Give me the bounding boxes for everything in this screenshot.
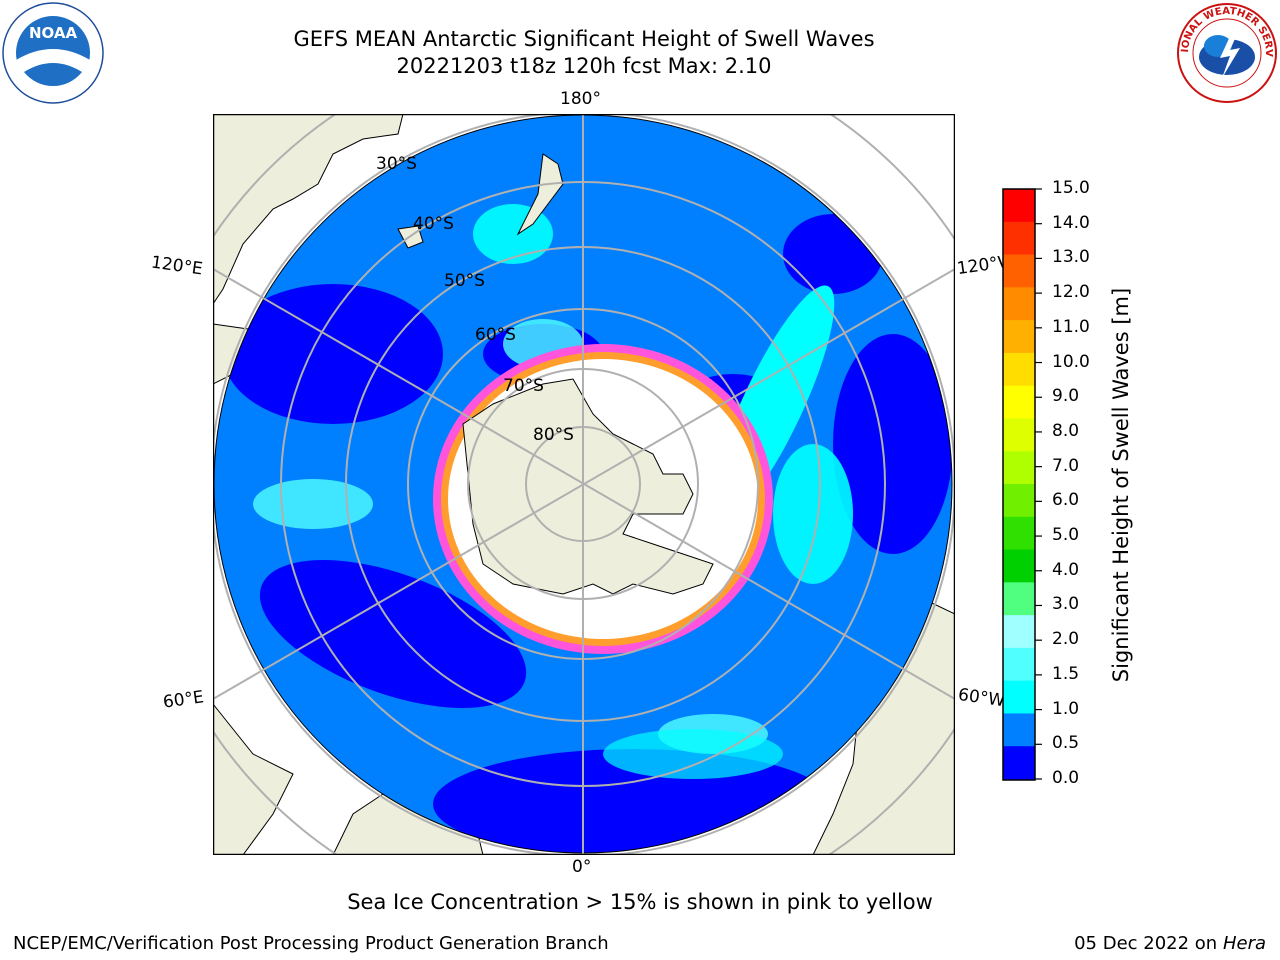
colorbar-tick-label: 3.0 (1052, 594, 1080, 615)
colorbar-swatch (1003, 418, 1035, 452)
colorbar-swatch (1003, 713, 1035, 747)
lon-label-top: 180° (560, 89, 601, 109)
colorbar-swatch (1003, 221, 1035, 256)
lon-label-upper-right: 120°W (955, 252, 1005, 280)
colorbar-swatch (1003, 746, 1035, 780)
lat-label-70s: 70°S (503, 376, 544, 396)
lat-label-60s: 60°S (475, 325, 516, 345)
colorbar-swatch (1003, 451, 1035, 485)
colorbar-tick-label: 0.5 (1052, 733, 1080, 754)
colorbar-tick-label: 10.0 (1052, 351, 1090, 372)
colorbar-tick-label: 8.0 (1052, 420, 1080, 441)
colorbar-tick-label: 9.0 (1052, 386, 1080, 407)
colorbar-tick-label: 1.5 (1052, 663, 1080, 684)
sea-ice-note: Sea Ice Concentration > 15% is shown in … (347, 890, 933, 914)
lat-label-80s: 80°S (533, 425, 574, 445)
colorbar-swatch (1003, 615, 1035, 649)
colorbar-swatch (1003, 287, 1035, 321)
colorbar-swatch (1003, 582, 1035, 616)
lon-label-lower-right: 60°W (956, 684, 1006, 712)
producer-credit: NCEP/EMC/Verification Post Processing Pr… (13, 933, 609, 954)
run-date: 05 Dec 2022 on Hera (1074, 933, 1266, 954)
run-host: Hera (1222, 933, 1266, 954)
lon-label-upper-left: 120°E (149, 252, 204, 280)
chart-title: GEFS MEAN Antarctic Significant Height o… (293, 27, 875, 51)
colorbar-swatch (1003, 680, 1035, 714)
colorbar-swatch (1003, 549, 1035, 583)
graticule (213, 114, 955, 855)
noaa-logo-text: NOAA (29, 24, 78, 42)
svg-text:Significant Height of Swell Wa: Significant Height of Swell Waves [m] (1109, 288, 1133, 682)
colorbar-tick-label: 6.0 (1052, 490, 1080, 511)
polar-map: 30°S 40°S 50°S 60°S 70°S 80°S (213, 114, 955, 855)
colorbar-tick-label: 15.0 (1052, 178, 1090, 198)
colorbar-swatch (1003, 352, 1035, 387)
nws-logo: NATIONAL WEATHER SERVICE (1176, 2, 1277, 103)
colorbar-swatch (1003, 484, 1035, 518)
lat-label-50s: 50°S (444, 271, 485, 291)
colorbar-tick-label: 5.0 (1052, 525, 1080, 546)
colorbar-tick-label: 4.0 (1052, 559, 1080, 580)
colorbar-swatch (1003, 189, 1035, 223)
colorbar-tick-label: 14.0 (1052, 212, 1090, 233)
colorbar-swatch (1003, 385, 1035, 419)
colorbar-label: Significant Height of Swell Waves [m] (1109, 288, 1133, 682)
colorbar-tick-label: 7.0 (1052, 455, 1080, 476)
colorbar-tick-label: 11.0 (1052, 316, 1090, 337)
chart-subtitle: 20221203 t18z 120h fcst Max: 2.10 (396, 54, 772, 78)
lon-label-bottom: 0° (572, 857, 592, 877)
colorbar-swatch (1003, 516, 1035, 551)
lon-label-lower-left: 60°E (161, 687, 206, 713)
colorbar-swatch (1003, 254, 1035, 288)
lat-label-30s: 30°S (376, 154, 417, 174)
noaa-logo: NOAA (2, 2, 104, 104)
colorbar-tick-label: 1.0 (1052, 698, 1080, 719)
colorbar-tick-label: 12.0 (1052, 282, 1090, 303)
colorbar (1002, 188, 1042, 781)
colorbar-swatch (1003, 320, 1035, 354)
run-date-text: 05 Dec 2022 on (1074, 933, 1218, 954)
colorbar-tick-label: 0.0 (1052, 768, 1080, 788)
colorbar-tick-label: 2.0 (1052, 629, 1080, 650)
colorbar-tick-label: 13.0 (1052, 247, 1090, 268)
colorbar-swatch (1003, 647, 1035, 682)
lat-label-40s: 40°S (413, 214, 454, 234)
